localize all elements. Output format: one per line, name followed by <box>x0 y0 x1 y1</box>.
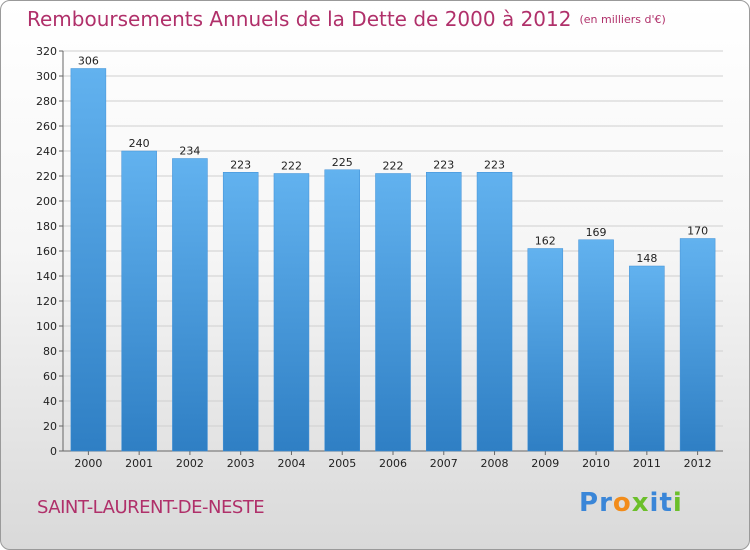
x-tick-label: 2009 <box>531 457 559 470</box>
x-tick-label: 2005 <box>328 457 356 470</box>
bar-2002 <box>172 158 208 452</box>
logo-letter: t <box>659 488 673 518</box>
bar-2003 <box>222 172 259 452</box>
y-tick-label: 200 <box>36 195 57 208</box>
x-tick-label: 2002 <box>176 457 204 470</box>
data-label: 148 <box>636 252 657 265</box>
x-tick-label: 2003 <box>227 457 255 470</box>
x-tick-label: 2000 <box>74 457 102 470</box>
logo-letter: r <box>599 488 613 518</box>
bar-2000 <box>70 68 107 452</box>
x-tick-label: 2006 <box>379 457 407 470</box>
data-label: 170 <box>687 225 708 238</box>
x-tick-label: 2007 <box>430 457 458 470</box>
data-label: 223 <box>484 158 505 171</box>
data-label: 169 <box>586 226 607 239</box>
bar-2004 <box>273 173 310 452</box>
y-tick-label: 180 <box>36 220 57 233</box>
bars <box>70 68 716 452</box>
bar-2012 <box>679 238 716 452</box>
x-tick-label: 2001 <box>125 457 153 470</box>
bar-2009 <box>527 248 564 452</box>
y-tick-label: 80 <box>43 345 57 358</box>
data-label: 306 <box>78 55 99 68</box>
y-tick-label: 40 <box>43 395 57 408</box>
x-tick-label: 2010 <box>582 457 610 470</box>
y-tick-label: 0 <box>50 445 57 458</box>
bar-2006 <box>375 173 411 452</box>
x-tick-label: 2011 <box>633 457 661 470</box>
data-labels: 306 240 234 223 222 225 222 223 223 162 169 148 170 <box>78 55 708 266</box>
bar-2010 <box>578 239 614 452</box>
bar-2011 <box>629 265 665 452</box>
y-tick-label: 300 <box>36 70 57 83</box>
y-tick-label: 260 <box>36 120 57 133</box>
y-tick-label: 160 <box>36 245 57 258</box>
data-label: 223 <box>433 158 454 171</box>
y-tick-label: 120 <box>36 295 57 308</box>
y-tick-label: 20 <box>43 420 57 433</box>
data-label: 222 <box>281 160 302 173</box>
y-tick-label: 320 <box>36 45 57 58</box>
x-tick-label: 2012 <box>684 457 712 470</box>
logo-letter: x <box>631 488 650 518</box>
logo-letter: i <box>672 488 683 518</box>
y-tick-label: 280 <box>36 95 57 108</box>
y-tick-label: 220 <box>36 170 57 183</box>
data-label: 222 <box>383 160 404 173</box>
y-tick-label: 60 <box>43 370 57 383</box>
x-tick-label: 2008 <box>481 457 509 470</box>
bar-2007 <box>426 172 462 452</box>
bar-2001 <box>121 150 157 452</box>
chart-title-text: Remboursements Annuels de la Dette de 20… <box>27 7 572 31</box>
chart-unit: (en milliers d'€) <box>579 13 666 26</box>
logo-letter: i <box>649 488 660 518</box>
logo-letter: o <box>612 488 632 518</box>
data-label: 234 <box>179 145 200 158</box>
commune-name: SAINT-LAURENT-DE-NESTE <box>37 497 265 518</box>
bar-2005 <box>324 169 360 452</box>
data-label: 223 <box>230 158 251 171</box>
data-label: 162 <box>535 235 556 248</box>
bar-2008 <box>476 172 513 452</box>
axes: 0 20 40 60 80 100 120 140 160 180 200 220 240 260 280 3… <box>36 45 723 470</box>
chart-title: Remboursements Annuels de la Dette de 20… <box>27 7 666 31</box>
data-label: 225 <box>332 156 353 169</box>
proxiti-logo: Proxiti <box>579 488 683 518</box>
data-label: 240 <box>129 137 150 150</box>
y-tick-label: 100 <box>36 320 57 333</box>
logo-letter: P <box>579 488 600 518</box>
y-tick-label: 240 <box>36 145 57 158</box>
y-tick-label: 140 <box>36 270 57 283</box>
x-tick-label: 2004 <box>277 457 305 470</box>
